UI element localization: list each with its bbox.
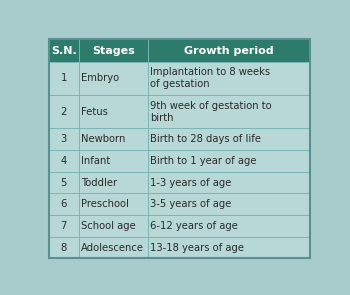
Text: 3-5 years of age: 3-5 years of age — [150, 199, 232, 209]
Text: Birth to 1 year of age: Birth to 1 year of age — [150, 156, 257, 166]
Text: 1: 1 — [61, 73, 67, 83]
Text: Stages: Stages — [92, 46, 135, 55]
Text: 1-3 years of age: 1-3 years of age — [150, 178, 232, 188]
Text: 13-18 years of age: 13-18 years of age — [150, 242, 244, 253]
Text: Implantation to 8 weeks
of gestation: Implantation to 8 weeks of gestation — [150, 67, 270, 89]
Text: 4: 4 — [61, 156, 67, 166]
Text: Embryo: Embryo — [82, 73, 120, 83]
Text: 9th week of gestation to
birth: 9th week of gestation to birth — [150, 101, 272, 123]
Text: Preschool: Preschool — [82, 199, 129, 209]
Text: Toddler: Toddler — [82, 178, 118, 188]
Text: Adolescence: Adolescence — [82, 242, 145, 253]
Text: Growth period: Growth period — [184, 46, 274, 55]
Text: Infant: Infant — [82, 156, 111, 166]
Text: 3: 3 — [61, 134, 67, 144]
Text: 2: 2 — [61, 106, 67, 117]
Text: Fetus: Fetus — [82, 106, 108, 117]
Text: Birth to 28 days of life: Birth to 28 days of life — [150, 134, 261, 144]
Text: 5: 5 — [61, 178, 67, 188]
Text: 8: 8 — [61, 242, 67, 253]
Text: 6: 6 — [61, 199, 67, 209]
Text: S.N.: S.N. — [51, 46, 77, 55]
Text: School age: School age — [82, 221, 136, 231]
Text: Newborn: Newborn — [82, 134, 126, 144]
Bar — [49, 40, 310, 62]
Text: 6-12 years of age: 6-12 years of age — [150, 221, 238, 231]
Text: 7: 7 — [61, 221, 67, 231]
